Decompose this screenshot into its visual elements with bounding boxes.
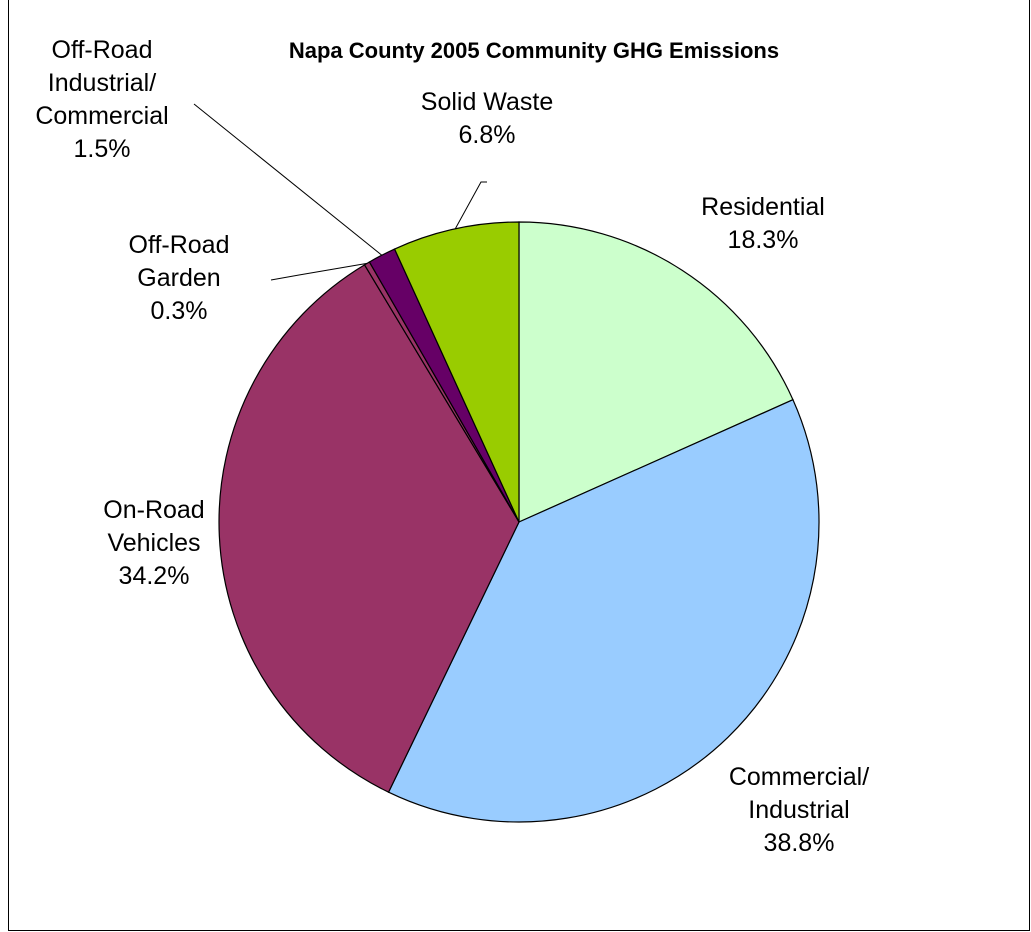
- slice-name-label: Industrial/: [48, 69, 156, 97]
- slice-name-label: Solid Waste: [421, 88, 553, 116]
- slice-value-label: 6.8%: [459, 121, 516, 149]
- slice-name-label: Residential: [701, 193, 825, 221]
- slice-value-label: 38.8%: [764, 829, 835, 857]
- pie-slice-commercial-industrial: [387, 398, 820, 823]
- pie-slice-solid-waste: [393, 221, 520, 523]
- leader-lines: [193, 103, 487, 281]
- slice-name-label: Garden: [137, 264, 220, 292]
- slice-label: Off-Road Industrial/Commercial 1.5%: [35, 36, 168, 163]
- slice-label: Off-Road Garden 0.3%: [129, 231, 230, 325]
- slice-label: Solid Waste 6.8%: [421, 88, 553, 149]
- slice-name-label: On-Road: [103, 496, 204, 524]
- chart-frame: Napa County 2005 Community GHG Emissions…: [8, 0, 1030, 931]
- leader-line: [193, 103, 383, 256]
- slice-name-label: Vehicles: [107, 529, 200, 557]
- slice-value-label: 1.5%: [74, 135, 131, 163]
- slice-name-label: Off-Road: [129, 231, 230, 259]
- slice-name-label: Off-Road: [52, 36, 153, 64]
- slice-value-label: 34.2%: [119, 562, 190, 590]
- slice-name-label: Commercial/: [729, 763, 869, 791]
- slice-value-label: 0.3%: [151, 297, 208, 325]
- slice-name-label: Commercial: [35, 102, 168, 130]
- slice-label: Residential 18.3%: [701, 193, 825, 254]
- slice-label: On-Road Vehicles 34.2%: [103, 496, 204, 590]
- slice-name-label: Industrial: [748, 796, 849, 824]
- pie-slices: [218, 221, 820, 823]
- chart-title: Napa County 2005 Community GHG Emissions: [289, 38, 779, 63]
- slice-value-label: 18.3%: [728, 226, 799, 254]
- pie-slice-residential: [518, 221, 794, 523]
- slice-labels: Residential 18.3% Commercial/Industrial 38.…: [35, 36, 869, 857]
- slice-label: Commercial/Industrial 38.8%: [729, 763, 869, 857]
- pie-chart: Napa County 2005 Community GHG Emissions…: [35, 36, 869, 857]
- pie-slice-on-road-vehicles: [218, 264, 520, 793]
- leader-line: [454, 181, 487, 230]
- leader-line: [270, 262, 368, 281]
